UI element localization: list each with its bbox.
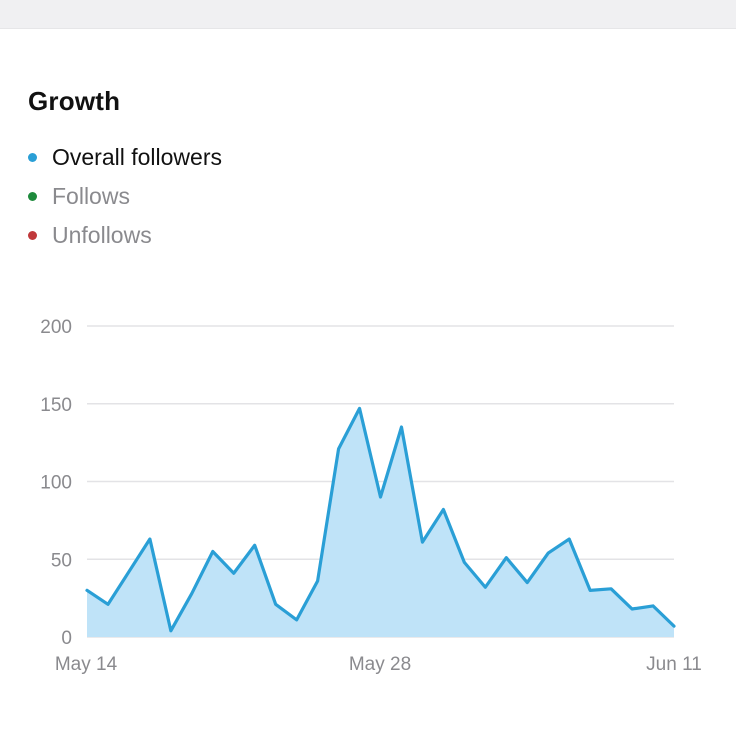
y-tick-label: 0 xyxy=(61,628,72,649)
data-point xyxy=(567,537,571,541)
data-point xyxy=(106,602,110,606)
data-point xyxy=(337,447,341,451)
legend-item-follows[interactable]: Follows xyxy=(28,177,222,216)
data-point xyxy=(525,581,529,585)
data-point xyxy=(190,591,194,595)
data-point xyxy=(316,579,320,583)
data-point xyxy=(169,629,173,633)
data-point xyxy=(609,587,613,591)
y-tick-label: 100 xyxy=(40,473,72,494)
legend-item-unfollows[interactable]: Unfollows xyxy=(28,216,222,255)
data-point xyxy=(211,549,215,553)
chart-legend: Overall followers Follows Unfollows xyxy=(28,138,222,255)
legend-item-overall-followers[interactable]: Overall followers xyxy=(28,138,222,177)
data-point xyxy=(295,618,299,622)
top-band xyxy=(0,0,736,29)
data-point xyxy=(253,543,257,547)
data-point xyxy=(651,604,655,608)
y-tick-label: 150 xyxy=(40,395,72,416)
legend-label: Overall followers xyxy=(52,144,222,170)
x-tick-label: Jun 11 xyxy=(646,654,702,675)
data-point xyxy=(232,571,236,575)
data-point xyxy=(672,624,676,628)
y-tick-label: 50 xyxy=(51,550,72,571)
legend-label: Follows xyxy=(52,183,130,209)
data-point xyxy=(546,551,550,555)
section-title: Growth xyxy=(28,86,121,116)
data-point xyxy=(420,540,424,544)
data-point xyxy=(85,588,89,592)
series-area xyxy=(87,408,674,637)
x-tick-label: May 14 xyxy=(55,654,118,675)
legend-dot-icon xyxy=(28,192,37,201)
data-point xyxy=(148,537,152,541)
data-point xyxy=(127,570,131,574)
data-point xyxy=(483,585,487,589)
data-point xyxy=(358,406,362,410)
data-point xyxy=(441,507,445,511)
data-point xyxy=(274,602,278,606)
data-point xyxy=(399,425,403,429)
data-point xyxy=(630,607,634,611)
data-point xyxy=(379,495,383,499)
legend-label: Unfollows xyxy=(52,222,152,248)
legend-dot-icon xyxy=(28,231,37,240)
data-point xyxy=(588,588,592,592)
x-tick-label: May 28 xyxy=(349,654,411,675)
series-line-overall-followers xyxy=(85,406,676,633)
data-point xyxy=(504,556,508,560)
data-point xyxy=(462,560,466,564)
y-tick-label: 200 xyxy=(40,317,72,338)
legend-dot-icon xyxy=(28,153,37,162)
